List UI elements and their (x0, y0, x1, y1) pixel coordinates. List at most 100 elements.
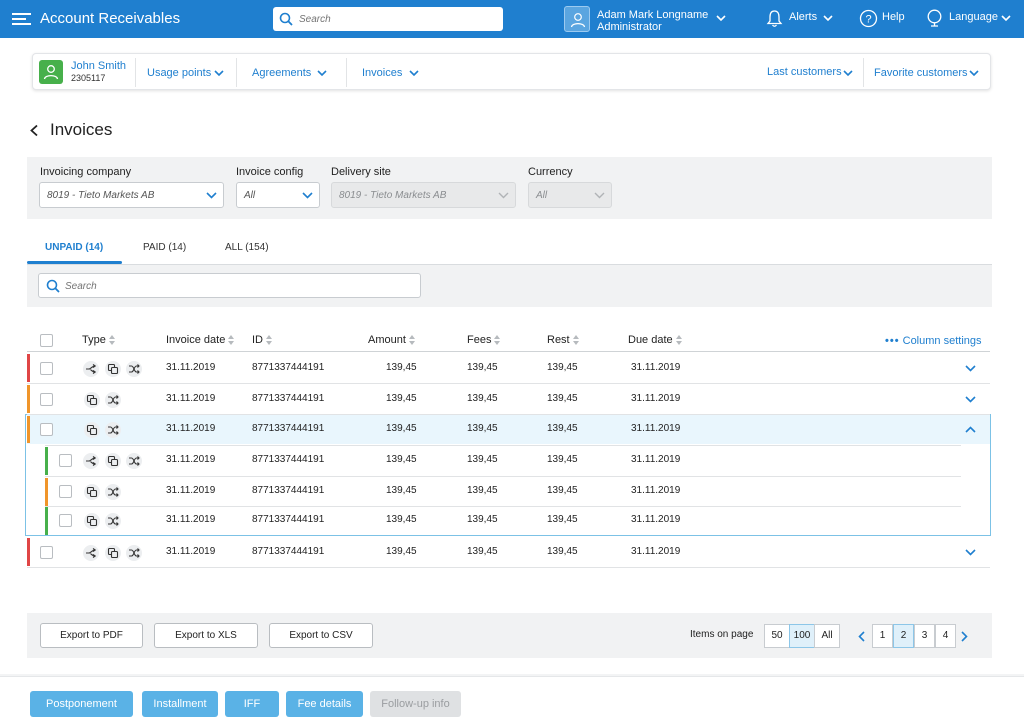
chevron-up-icon[interactable] (965, 426, 976, 433)
customer-name-link[interactable]: John Smith (71, 60, 127, 72)
col-rest[interactable]: Rest (547, 334, 579, 346)
language-link[interactable]: Language (949, 11, 998, 23)
copy-icon[interactable] (84, 392, 100, 408)
cell-fees: 139,45 (467, 485, 498, 496)
row-checkbox[interactable] (40, 546, 53, 559)
alerts-chevron-down-icon[interactable] (823, 15, 833, 22)
favorite-customers-chevron-down-icon[interactable] (969, 70, 979, 77)
invoice-row[interactable]: 31.11.2019 8771337444191 139,45 139,45 139,4… (27, 353, 990, 384)
help-link[interactable]: Help (882, 11, 905, 23)
table-search-input[interactable] (65, 279, 405, 293)
prev-page-chevron-icon[interactable] (858, 631, 865, 642)
tab-paid[interactable]: PAID (14) (143, 242, 187, 253)
row-checkbox[interactable] (40, 393, 53, 406)
agreements-menu[interactable]: Agreements (252, 67, 312, 79)
hamburger-menu-icon[interactable] (12, 12, 31, 26)
language-chevron-down-icon[interactable] (1001, 15, 1011, 22)
copy-icon[interactable] (84, 513, 100, 529)
page-size-100[interactable]: 100 (789, 624, 815, 648)
cell-id: 8771337444191 (252, 485, 325, 496)
agreements-chevron-down-icon[interactable] (317, 70, 327, 77)
row-checkbox[interactable] (59, 485, 72, 498)
back-arrow-icon[interactable] (29, 124, 39, 137)
page-4[interactable]: 4 (935, 624, 956, 648)
sub-invoice-row[interactable]: 31.11.2019 8771337444191 139,45 139,45 139,4… (27, 477, 990, 507)
fee-details-button[interactable]: Fee details (286, 691, 363, 717)
invoicing-company-select[interactable]: 8019 - Tieto Markets AB (39, 182, 224, 208)
export-csv-button[interactable]: Export to CSV (269, 623, 373, 648)
globe-icon[interactable] (926, 9, 943, 28)
next-page-chevron-icon[interactable] (961, 631, 968, 642)
col-type[interactable]: Type (82, 334, 115, 346)
tab-unpaid[interactable]: UNPAID (14) (45, 242, 104, 253)
last-customers-chevron-down-icon[interactable] (843, 70, 853, 77)
page-1[interactable]: 1 (872, 624, 893, 648)
page-2[interactable]: 2 (893, 624, 914, 648)
shuffle-icon[interactable] (126, 361, 142, 377)
table-search[interactable] (38, 273, 421, 298)
split-icon[interactable] (83, 545, 99, 561)
invoice-row[interactable]: 31.11.2019 8771337444191 139,45 139,45 139,4… (27, 384, 990, 415)
bell-icon[interactable] (766, 9, 783, 28)
page-3[interactable]: 3 (914, 624, 935, 648)
col-amount[interactable]: Amount (368, 334, 415, 346)
copy-icon[interactable] (105, 545, 121, 561)
shuffle-icon[interactable] (126, 545, 142, 561)
row-checkbox[interactable] (40, 423, 53, 436)
export-xls-button[interactable]: Export to XLS (154, 623, 258, 648)
customer-avatar-icon[interactable] (39, 60, 63, 84)
global-search[interactable] (273, 7, 503, 31)
delivery-site-value: 8019 - Tieto Markets AB (339, 190, 447, 201)
select-all-checkbox[interactable] (40, 334, 53, 347)
global-search-input[interactable] (299, 11, 495, 27)
favorite-customers-menu[interactable]: Favorite customers (874, 67, 968, 79)
row-checkbox[interactable] (59, 454, 72, 467)
usage-points-menu[interactable]: Usage points (147, 67, 212, 79)
last-customers-menu[interactable]: Last customers (767, 66, 842, 78)
row-checkbox[interactable] (59, 514, 72, 527)
shuffle-icon[interactable] (105, 513, 121, 529)
alerts-link[interactable]: Alerts (789, 11, 818, 23)
page-size-all[interactable]: All (814, 624, 840, 648)
shuffle-icon[interactable] (126, 453, 142, 469)
col-id[interactable]: ID (252, 334, 272, 346)
col-invoice-date[interactable]: Invoice date (166, 334, 235, 346)
installment-button[interactable]: Installment (142, 691, 218, 717)
shuffle-icon[interactable] (105, 392, 121, 408)
invoice-row[interactable]: 31.11.2019 8771337444191 139,45 139,45 139,4… (27, 415, 990, 444)
invoice-row[interactable]: 31.11.2019 8771337444191 139,45 139,45 139,4… (27, 537, 990, 568)
sub-invoice-row[interactable]: 31.11.2019 8771337444191 139,45 139,45 139,4… (27, 506, 990, 536)
iff-button[interactable]: IFF (225, 691, 279, 717)
usage-points-chevron-down-icon[interactable] (214, 70, 224, 77)
chevron-down-icon[interactable] (965, 549, 976, 556)
split-icon[interactable] (83, 361, 99, 377)
currency-select: All (528, 182, 612, 208)
column-settings-link[interactable]: ••• Column settings (885, 335, 982, 347)
user-avatar[interactable] (564, 6, 590, 32)
invoices-chevron-down-icon[interactable] (409, 70, 419, 77)
help-icon[interactable]: ? (859, 9, 878, 28)
page-size-50[interactable]: 50 (764, 624, 790, 648)
row-checkbox[interactable] (40, 362, 53, 375)
export-pdf-button[interactable]: Export to PDF (40, 623, 143, 648)
invoices-menu[interactable]: Invoices (362, 67, 403, 79)
user-chevron-down-icon[interactable] (716, 15, 726, 22)
postponement-button[interactable]: Postponement (30, 691, 133, 717)
sub-invoice-row[interactable]: 31.11.2019 8771337444191 139,45 139,45 139,4… (27, 446, 990, 476)
copy-icon[interactable] (84, 422, 100, 438)
chevron-down-icon[interactable] (965, 396, 976, 403)
cell-invoice-date: 31.11.2019 (166, 362, 216, 373)
shuffle-icon[interactable] (105, 484, 121, 500)
copy-icon[interactable] (105, 361, 121, 377)
col-due-date[interactable]: Due date (628, 334, 682, 346)
invoice-config-select[interactable]: All (236, 182, 320, 208)
col-fees[interactable]: Fees (467, 334, 501, 346)
copy-icon[interactable] (84, 484, 100, 500)
tab-all[interactable]: ALL (154) (225, 242, 269, 253)
cell-amount: 139,45 (386, 546, 417, 557)
user-menu[interactable]: Adam Mark Longname Administrator (597, 9, 708, 33)
chevron-down-icon[interactable] (965, 365, 976, 372)
shuffle-icon[interactable] (105, 422, 121, 438)
split-icon[interactable] (83, 453, 99, 469)
copy-icon[interactable] (105, 453, 121, 469)
